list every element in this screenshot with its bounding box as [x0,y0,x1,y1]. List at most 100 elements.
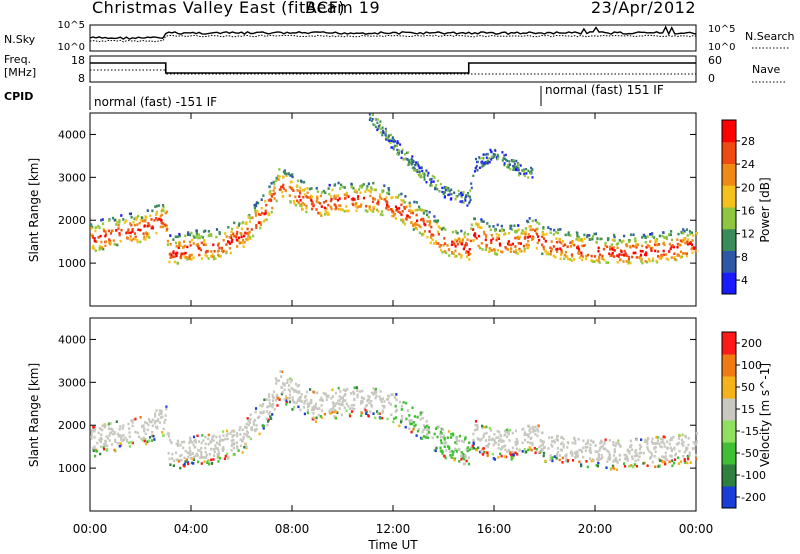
data-cell [172,238,175,241]
data-cell [304,395,307,398]
data-cell [128,427,131,430]
data-cell [294,382,298,386]
x-tick-label: 12:00 [376,522,411,536]
data-cell [646,442,649,446]
data-cell [195,236,198,239]
data-cell [299,189,302,193]
data-cell [651,235,654,238]
data-cell [535,448,538,451]
data-cell [485,444,488,448]
data-cell [535,228,538,231]
data-cell [444,242,447,245]
data-cell [683,450,686,454]
data-cell [425,181,428,184]
data-cell [268,192,271,196]
data-cell [344,399,347,402]
data-cell [598,449,601,452]
data-cell [299,191,302,195]
data-cell [640,258,643,261]
data-cell [207,460,210,463]
data-cell [531,443,534,447]
data-cell [203,460,206,463]
data-cell [652,442,655,445]
data-cell [218,231,221,234]
data-cell [644,440,647,444]
data-cell [531,168,534,171]
data-cell [352,186,355,190]
data-cell [518,448,521,452]
data-cell [186,245,189,249]
data-cell [249,216,252,220]
data-cell [519,172,522,175]
data-cell [671,464,674,468]
data-cell [636,243,640,246]
data-cell [509,227,512,230]
data-cell [589,443,592,446]
data-cell [598,253,602,256]
data-cell [200,453,203,456]
data-cell [377,210,380,213]
y-tick-label: 2000 [58,214,86,227]
data-cell [424,436,427,439]
data-cell [373,198,377,201]
data-cell [627,255,631,259]
data-cell [309,196,312,199]
data-cell [109,431,112,435]
data-cell [100,437,103,441]
data-cell [469,198,472,201]
data-cell [411,159,414,162]
data-cell [613,235,616,239]
data-cell [420,437,423,440]
data-cell [132,237,135,241]
data-cell [133,223,136,227]
data-cell [521,169,524,172]
data-cell [329,205,332,209]
data-cell [510,247,513,250]
data-cell [320,205,323,208]
data-cell [276,393,279,397]
data-cell [419,166,422,169]
data-cell [514,236,517,240]
data-cell [241,428,244,431]
data-cell [391,393,394,396]
data-cell [618,458,621,461]
data-cell [512,250,516,253]
data-cell [244,425,247,429]
data-cell [392,214,395,218]
data-cell [333,194,336,198]
data-cell [526,219,529,223]
data-cell [192,462,195,465]
data-cell [217,253,220,257]
data-cell [320,409,324,412]
data-cell [353,403,356,407]
data-cell [185,458,188,461]
data-cell [627,260,631,264]
data-cell [560,241,563,245]
data-cell [400,203,403,207]
data-cell [416,219,419,223]
data-cell [272,390,276,394]
data-cell [651,246,654,250]
data-cell [433,219,436,223]
power-ylabel: Slant Range [km] [27,158,41,262]
data-cell [141,219,144,223]
data-cell [517,242,520,245]
data-cell [626,449,629,453]
data-cell [280,185,283,189]
data-cell [300,393,303,396]
data-cell [393,212,397,216]
data-cell [292,388,295,391]
data-cell [267,199,270,202]
data-cell [517,162,520,165]
data-cell [242,241,245,245]
data-cell [101,424,104,428]
data-cell [631,244,634,248]
data-cell [659,437,663,441]
data-cell [660,445,663,449]
data-cell [179,444,182,447]
data-cell [463,245,466,248]
data-cell [582,446,585,450]
data-cell [131,227,134,231]
data-cell [97,431,100,435]
data-cell [253,204,256,207]
